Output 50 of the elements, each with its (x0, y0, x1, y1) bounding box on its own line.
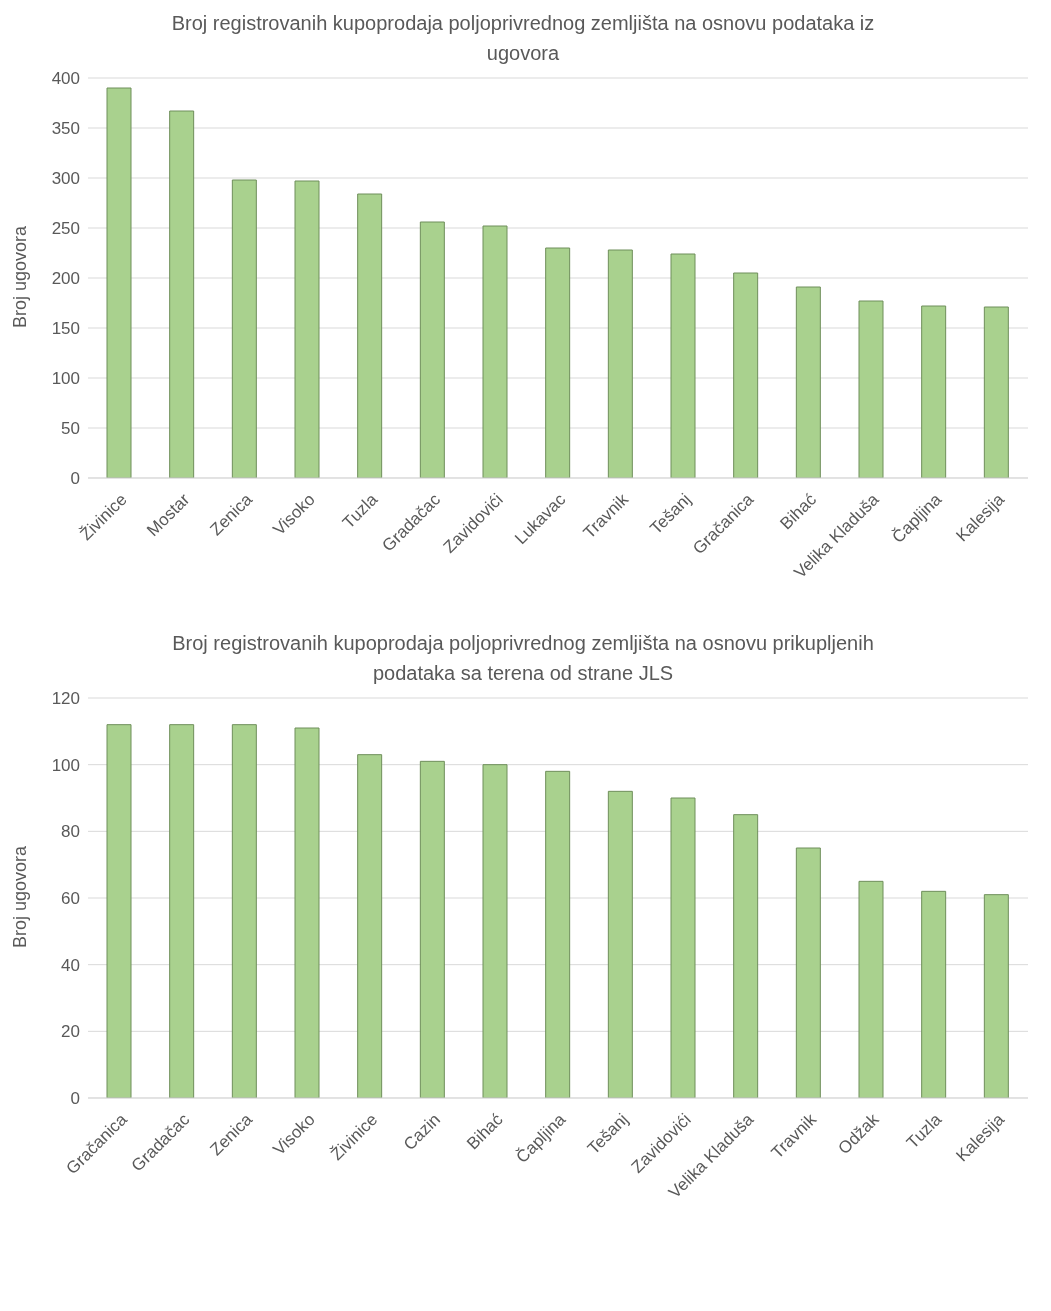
y-tick-label: 100 (51, 369, 80, 389)
bar (106, 724, 132, 1098)
bar (419, 221, 445, 478)
y-tick-label: 400 (51, 69, 80, 89)
bar (482, 764, 508, 1098)
bar (294, 727, 320, 1098)
bar (419, 760, 445, 1098)
bar (858, 880, 884, 1098)
bar (733, 814, 759, 1098)
y-tick-label: 20 (61, 1022, 80, 1042)
y-tick-label: 200 (51, 269, 80, 289)
y-tick-label: 300 (51, 169, 80, 189)
bar (607, 790, 633, 1098)
bar (733, 272, 759, 478)
y-tick-label: 0 (70, 1089, 80, 1109)
bar (357, 754, 383, 1098)
bar (231, 179, 257, 478)
y-tick-label: 60 (61, 889, 80, 909)
bar (670, 253, 696, 478)
bar (670, 797, 696, 1098)
bar (921, 305, 947, 478)
y-tick-label: 40 (61, 955, 80, 975)
y-tick-label: 150 (51, 319, 80, 339)
y-tick-label: 80 (61, 822, 80, 842)
y-tick-label: 350 (51, 119, 80, 139)
bar (983, 894, 1009, 1098)
bar (106, 87, 132, 478)
bar (545, 247, 571, 478)
bar (795, 286, 821, 478)
y-axis-title: Broj ugovora (10, 225, 31, 328)
bar (983, 306, 1009, 478)
y-tick-label: 0 (70, 469, 80, 489)
bar (482, 225, 508, 478)
bar (607, 249, 633, 478)
bar (795, 847, 821, 1098)
bar (921, 890, 947, 1098)
y-tick-label: 100 (51, 755, 80, 775)
chart-title: Broj registrovanih kupoprodaja poljoprivrednog zemljišta na osnovu prikupljenih podataka sa terena od strane JLS (171, 631, 875, 686)
bar (294, 180, 320, 478)
y-tick-label: 50 (61, 419, 80, 439)
bar (169, 110, 195, 478)
bar (357, 193, 383, 478)
bar (169, 724, 195, 1098)
bar (858, 300, 884, 478)
y-tick-label: 250 (51, 219, 80, 239)
chart-title: Broj registrovanih kupoprodaja poljoprivrednog zemljišta na osnovu podataka iz ugovora (170, 11, 876, 66)
y-tick-label: 120 (51, 689, 80, 709)
bar (231, 724, 257, 1098)
bar (545, 770, 571, 1098)
y-axis-title: Broj ugovora (10, 845, 31, 948)
